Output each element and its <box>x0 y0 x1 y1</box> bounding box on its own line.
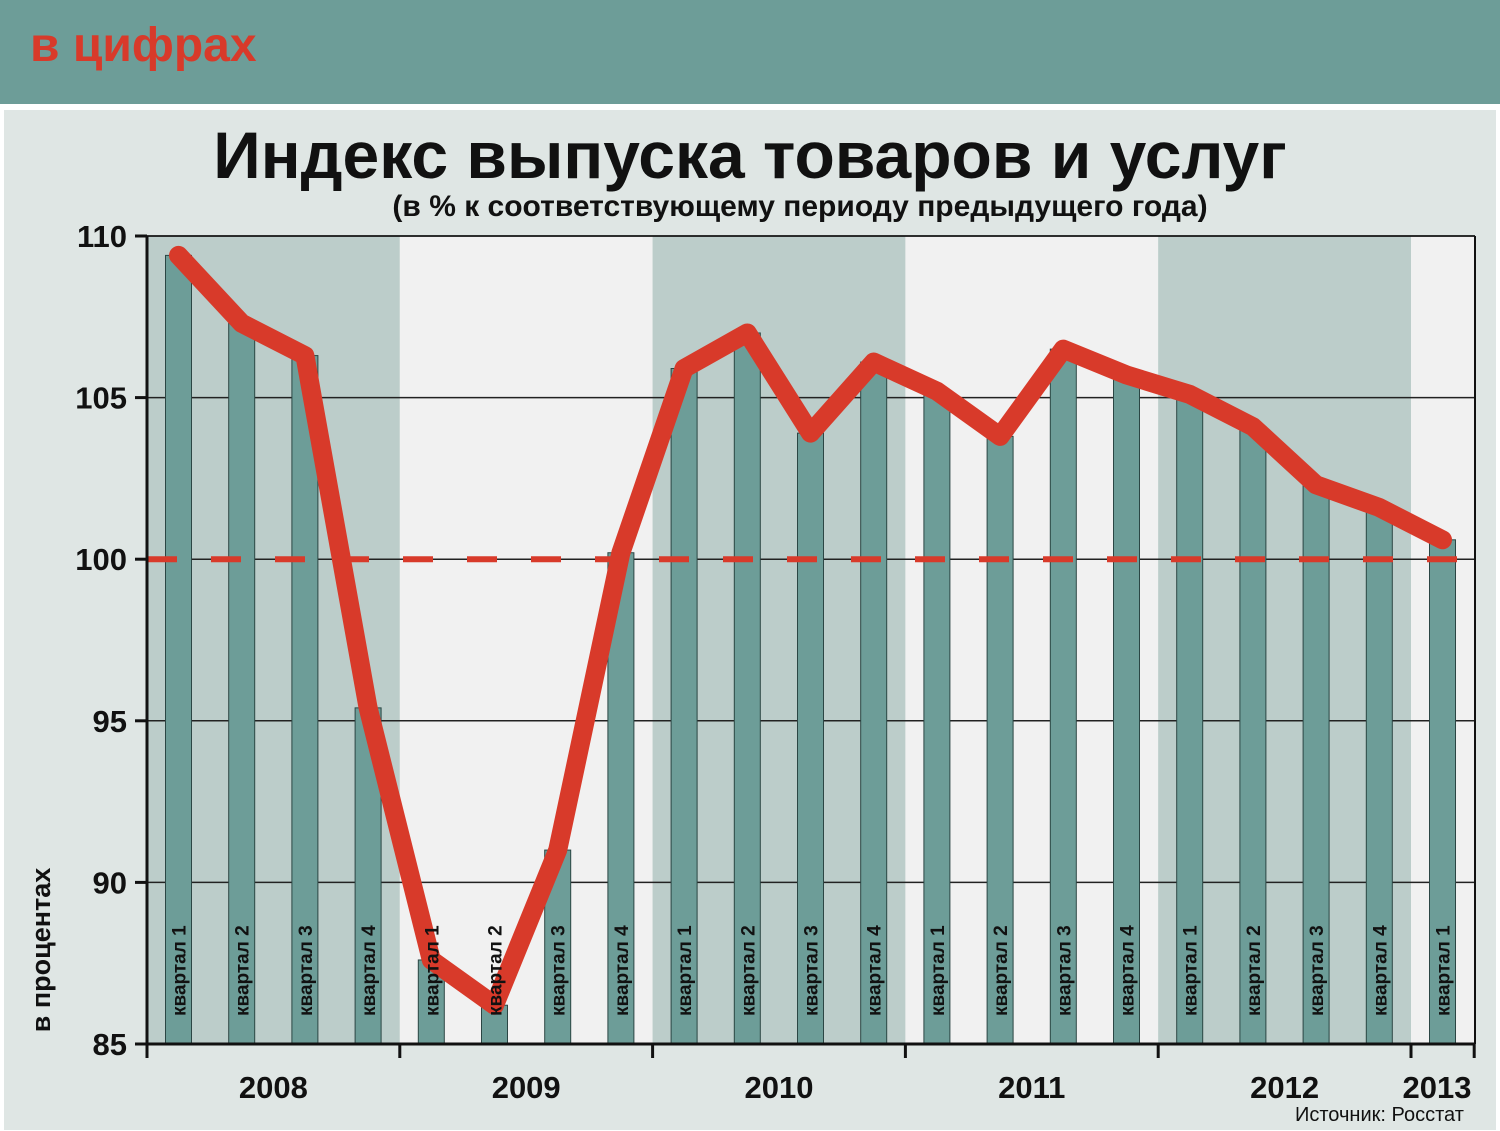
year-label: 2010 <box>745 1070 814 1105</box>
bar <box>1239 426 1267 1045</box>
chart-subtitle: (в % к соответствующему периоду предыдущ… <box>392 190 1208 223</box>
category-label: квартал 3 <box>549 925 570 1016</box>
category-label: квартал 3 <box>296 925 317 1016</box>
category-label: квартал 4 <box>612 925 633 1016</box>
category-label: квартал 2 <box>991 925 1012 1016</box>
bar <box>165 254 192 1045</box>
category-labels: квартал 1 квартал 2 квартал 3 квартал 4 квар… <box>170 925 1455 1016</box>
category-label: квартал 3 <box>802 925 823 1016</box>
bar <box>860 361 888 1045</box>
year-labels: 2008 2009 2010 2011 2012 2013 <box>239 1070 1472 1105</box>
bar <box>1302 484 1330 1045</box>
bar <box>733 332 761 1045</box>
year-label: 2009 <box>492 1070 561 1105</box>
category-label: квартал 1 <box>1181 925 1202 1016</box>
y-tick-label: 95 <box>93 704 127 739</box>
bar <box>923 390 951 1045</box>
y-tick-label: 100 <box>75 542 127 577</box>
bar <box>228 322 256 1045</box>
axes <box>135 234 1476 1058</box>
y-tick-label: 85 <box>93 1027 127 1062</box>
category-label: квартал 1 <box>928 925 949 1016</box>
y-tick-label: 105 <box>75 381 127 416</box>
header-banner: в цифрах <box>0 0 1500 104</box>
bar <box>1113 374 1140 1045</box>
category-label: квартал 3 <box>1054 925 1075 1016</box>
bar <box>797 432 824 1045</box>
category-label: квартал 1 <box>675 925 696 1016</box>
category-label: квартал 1 <box>422 925 443 1016</box>
category-label: квартал 4 <box>359 925 380 1016</box>
year-label: 2008 <box>239 1070 308 1105</box>
bar <box>1176 393 1204 1045</box>
category-label: квартал 2 <box>486 925 507 1016</box>
category-label: квартал 3 <box>1307 925 1328 1016</box>
bar <box>1365 506 1393 1045</box>
bar <box>1429 539 1456 1045</box>
chart-title: Индекс выпуска товаров и услуг <box>213 118 1287 192</box>
category-label: квартал 2 <box>233 925 254 1016</box>
source-note: Источник: Росстат <box>1295 1104 1464 1126</box>
category-label: квартал 2 <box>1244 925 1265 1016</box>
category-label: квартал 1 <box>170 925 191 1016</box>
category-label: квартал 4 <box>1370 925 1391 1016</box>
banner-label: в цифрах <box>30 19 257 72</box>
category-label: квартал 4 <box>1118 925 1139 1016</box>
y-tick-label: 110 <box>77 219 127 254</box>
y-tick-label: 90 <box>93 865 127 900</box>
year-label: 2013 <box>1403 1070 1472 1105</box>
bar-series <box>165 254 1456 1045</box>
category-label: квартал 2 <box>738 925 759 1016</box>
index-line <box>169 245 1452 1015</box>
year-label: 2011 <box>998 1070 1065 1105</box>
year-label: 2012 <box>1250 1070 1319 1105</box>
category-label: квартал 1 <box>1434 925 1455 1016</box>
category-label: квартал 4 <box>865 925 886 1016</box>
y-axis-title: в процентах <box>26 868 56 1033</box>
line-series <box>169 245 1452 1015</box>
y-tick-labels: 85 90 95 100 105 110 <box>75 219 127 1062</box>
